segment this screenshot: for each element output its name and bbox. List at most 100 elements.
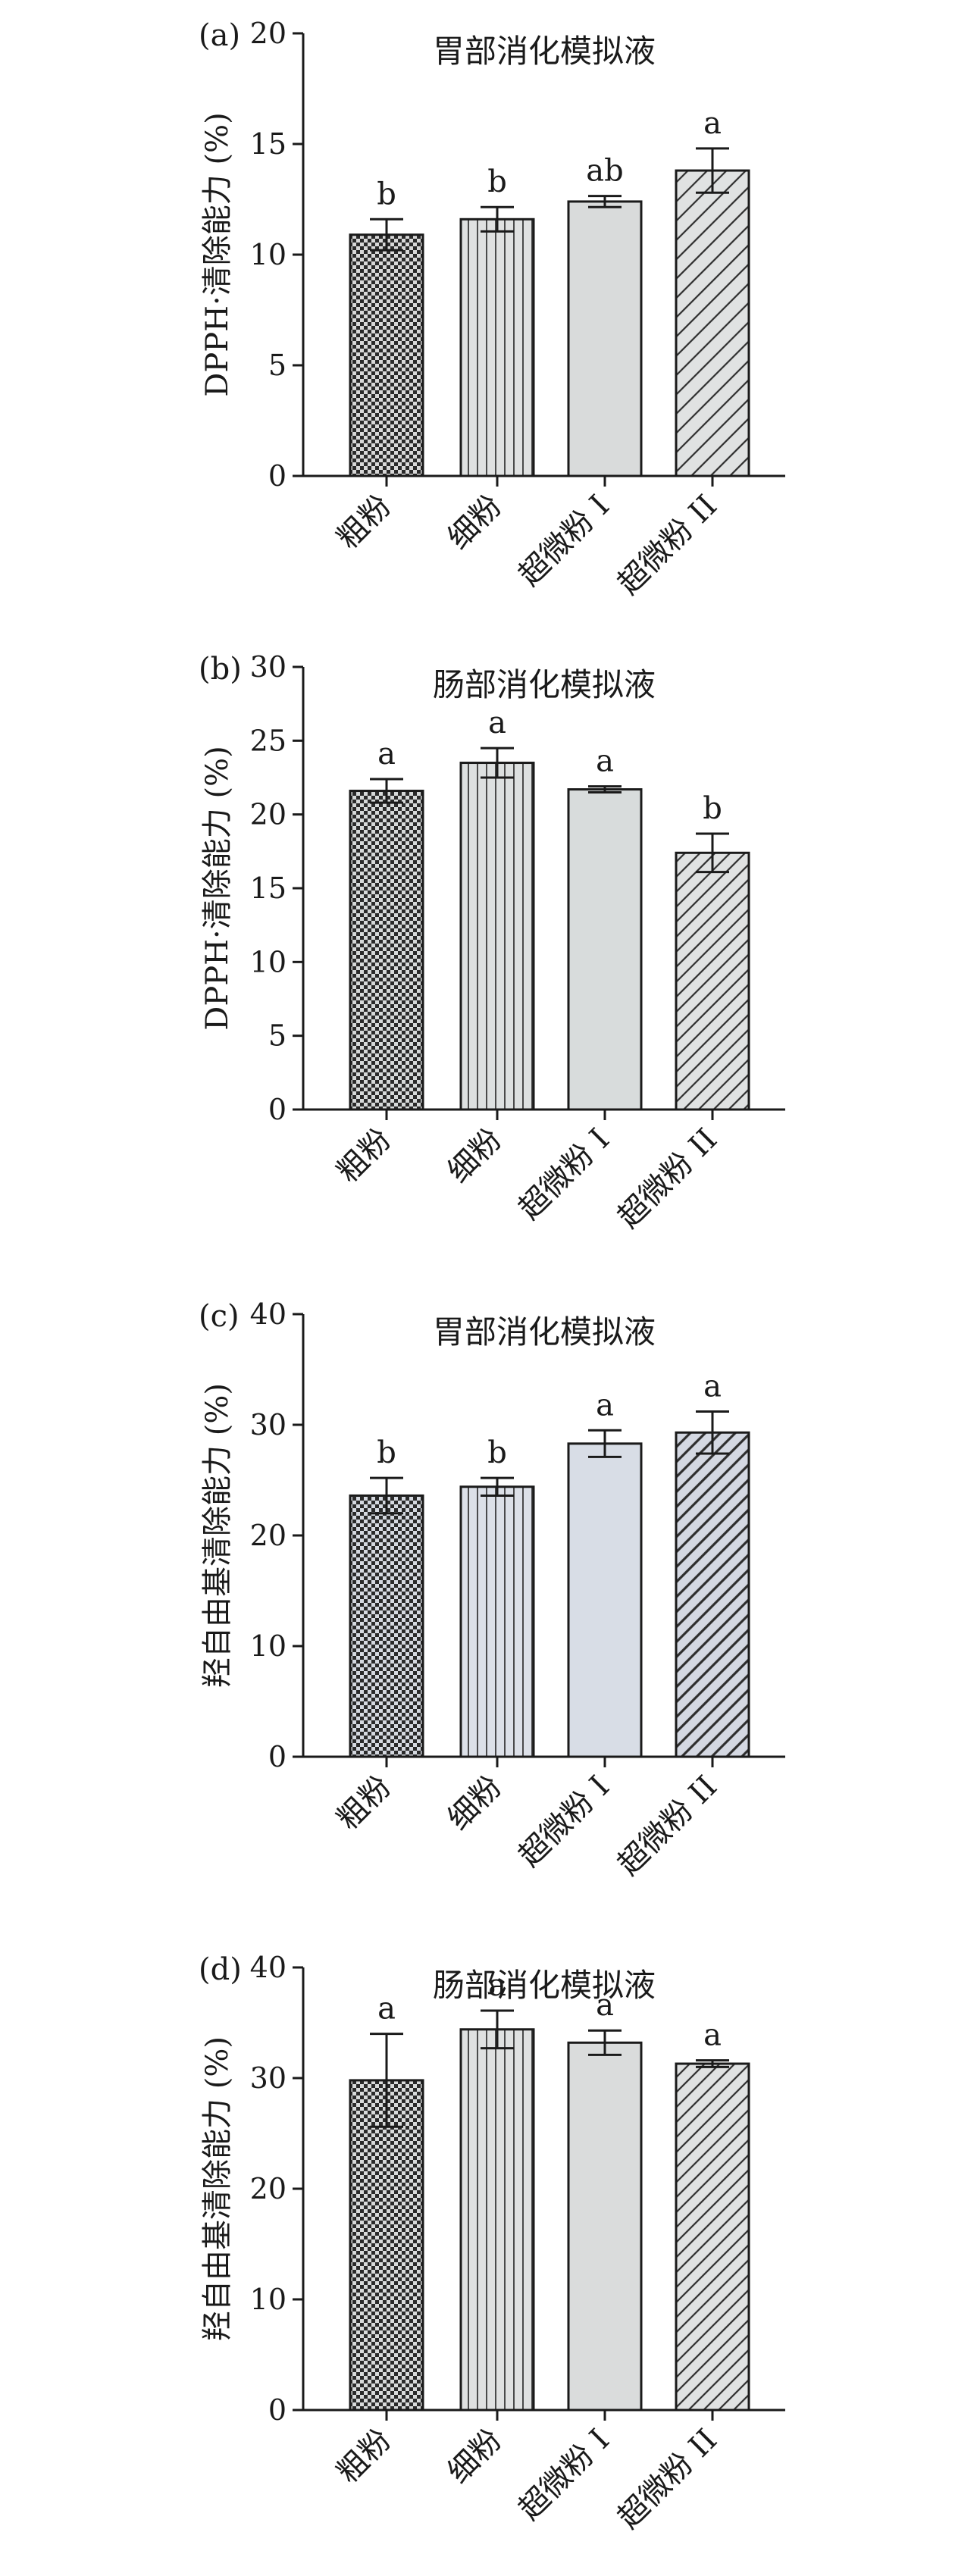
x-category-label: 超微粉 II <box>611 1122 724 1235</box>
significance-label: a <box>377 1992 396 2027</box>
significance-label: b <box>377 1435 396 1470</box>
x-category-label: 细粉 <box>441 1770 509 1837</box>
error-bar <box>370 218 403 252</box>
bar <box>349 233 424 477</box>
y-tick-label: 0 <box>268 1740 286 1773</box>
x-category-label: 超微粉 II <box>611 489 724 602</box>
y-tick-label: 10 <box>250 238 286 271</box>
y-axis-title: DPPH·清除能力 (%) <box>200 746 235 1030</box>
x-category-label: 粗粉 <box>330 2423 398 2490</box>
bar <box>567 788 643 1111</box>
y-tick-label: 15 <box>250 127 286 161</box>
x-category-label: 粗粉 <box>330 1122 398 1190</box>
error-bar <box>370 1476 403 1515</box>
bar <box>459 762 535 1111</box>
chart-title: 肠部消化模拟液 <box>433 666 656 703</box>
significance-label: b <box>487 1435 507 1470</box>
bar <box>459 2028 535 2412</box>
y-tick-label: 30 <box>250 650 286 684</box>
error-bar <box>588 785 622 793</box>
significance-label: a <box>703 106 722 141</box>
significance-label: a <box>377 737 396 772</box>
chart-panel-a: (a) 胃部消化模拟液 DPPH·清除能力 (%) 0 5 10 15 20 b 粗粉 b 细粉 ab 超… <box>199 17 785 601</box>
y-tick-label: 0 <box>268 2393 286 2427</box>
bar <box>349 2079 424 2412</box>
panel-label: (d) <box>199 1952 242 1987</box>
y-tick-label: 10 <box>250 2283 286 2316</box>
error-bar <box>588 195 622 208</box>
x-category-label: 细粉 <box>441 489 509 556</box>
y-tick-label: 30 <box>250 2061 286 2095</box>
panel-label: (b) <box>199 652 242 687</box>
error-bar <box>481 205 514 233</box>
error-bar <box>370 778 403 804</box>
y-axis-title: 羟自由基清除能力 (%) <box>200 1383 235 1688</box>
error-bar <box>481 747 514 779</box>
y-axis-title: DPPH·清除能力 (%) <box>200 112 235 396</box>
error-bar <box>588 2029 622 2056</box>
bar <box>459 1485 535 1758</box>
significance-label: a <box>596 744 614 779</box>
x-category-label: 超微粉 I <box>512 1122 617 1227</box>
error-bar <box>696 147 729 194</box>
y-tick-label: 0 <box>268 459 286 493</box>
bar <box>349 1494 424 1758</box>
significance-label: a <box>488 1968 506 2003</box>
x-category-label: 超微粉 I <box>512 489 617 593</box>
significance-label: b <box>703 791 722 826</box>
y-tick-label: 20 <box>250 2172 286 2205</box>
y-axis-title: 羟自由基清除能力 (%) <box>200 2036 235 2341</box>
x-category-label: 超微粉 I <box>512 2423 617 2527</box>
y-tick-label: 5 <box>268 1019 286 1053</box>
bar <box>675 1431 750 1758</box>
bar <box>349 790 424 1111</box>
significance-label: ab <box>586 154 623 189</box>
y-tick-label: 40 <box>250 1951 286 1984</box>
y-tick-label: 15 <box>250 872 286 905</box>
significance-label: a <box>596 1388 614 1423</box>
y-tick-label: 5 <box>268 349 286 382</box>
x-category-label: 超微粉 I <box>512 1770 617 1874</box>
significance-label: b <box>487 164 507 199</box>
bar <box>459 218 535 477</box>
y-tick-label: 40 <box>250 1297 286 1331</box>
error-bar <box>481 2009 514 2050</box>
bar <box>675 169 750 477</box>
y-tick-label: 10 <box>250 1629 286 1663</box>
x-category-label: 细粉 <box>441 2423 509 2490</box>
chart-panel-b: (b) 肠部消化模拟液 DPPH·清除能力 (%) 0 5 10 15 20 25 30 a 粗粉 a 细… <box>199 650 785 1235</box>
significance-label: a <box>703 1369 722 1404</box>
significance-label: b <box>377 177 396 211</box>
significance-label: a <box>596 1988 614 2023</box>
bar <box>675 851 750 1111</box>
x-category-label: 粗粉 <box>330 1770 398 1837</box>
x-category-label: 超微粉 II <box>611 2423 724 2536</box>
error-bar <box>588 1429 622 1458</box>
error-bar <box>696 832 729 874</box>
error-bar <box>481 1476 514 1497</box>
error-bar <box>696 1410 729 1455</box>
error-bar <box>696 2059 729 2068</box>
y-tick-label: 25 <box>250 724 286 757</box>
y-tick-label: 30 <box>250 1408 286 1441</box>
y-tick-label: 20 <box>250 798 286 831</box>
x-category-label: 超微粉 II <box>611 1770 724 1883</box>
bar <box>567 1442 643 1758</box>
chart-title: 胃部消化模拟液 <box>433 1313 656 1351</box>
error-bar <box>370 2033 403 2128</box>
bar <box>567 200 643 477</box>
x-category-label: 粗粉 <box>330 489 398 556</box>
significance-label: a <box>488 706 506 740</box>
y-tick-label: 20 <box>250 17 286 50</box>
panel-label: (c) <box>199 1299 240 1334</box>
significance-label: a <box>703 2018 722 2053</box>
x-category-label: 细粉 <box>441 1122 509 1190</box>
bar <box>567 2041 643 2412</box>
chart-title: 胃部消化模拟液 <box>433 33 656 70</box>
y-tick-label: 20 <box>250 1519 286 1552</box>
chart-title: 肠部消化模拟液 <box>433 1967 656 2004</box>
y-tick-label: 0 <box>268 1093 286 1126</box>
